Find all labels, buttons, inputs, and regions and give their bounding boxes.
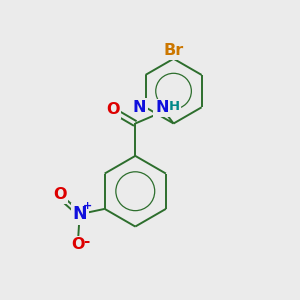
Text: O: O (53, 187, 67, 202)
Text: +: + (83, 201, 92, 211)
Text: -: - (83, 234, 90, 249)
Text: O: O (71, 237, 85, 252)
Text: N: N (72, 205, 87, 223)
Text: N: N (133, 100, 146, 115)
Text: Br: Br (164, 43, 184, 58)
Text: O: O (106, 102, 119, 117)
Text: N: N (155, 100, 169, 116)
Text: H: H (169, 100, 180, 113)
